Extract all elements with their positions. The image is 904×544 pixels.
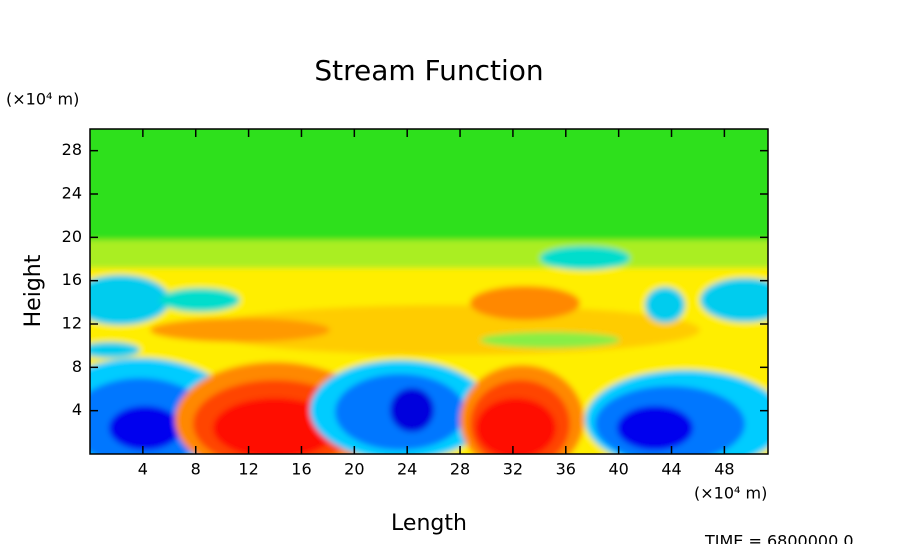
x-tick-label: 44 [661,460,681,479]
y-unit-label: (×10⁴ m) [6,90,79,109]
x-tick-label: 16 [291,460,311,479]
y-tick-label: 28 [62,140,82,159]
y-tick-label: 4 [72,400,82,419]
x-unit-label: (×10⁴ m) [694,484,767,503]
plot-frame [89,128,769,455]
x-tick-label: 28 [450,460,470,479]
x-tick-label: 12 [238,460,258,479]
x-tick-label: 36 [556,460,576,479]
x-tick-label: 4 [138,460,148,479]
x-tick-label: 8 [191,460,201,479]
chart-title: Stream Function [314,54,543,87]
annotation: TIME = 6800000.0 [704,532,854,544]
y-tick-label: 16 [62,270,82,289]
y-axis-label: Height [21,254,46,327]
y-tick-label: 24 [62,184,82,203]
x-axis-label: Length [391,511,467,536]
y-tick-label: 20 [62,227,82,246]
contour-field [90,129,768,454]
x-tick-label: 24 [397,460,417,479]
x-tick-label: 48 [714,460,734,479]
x-tick-label: 32 [503,460,523,479]
x-tick-label: 40 [608,460,628,479]
y-tick-label: 8 [72,357,82,376]
x-tick-label: 20 [344,460,364,479]
y-tick-label: 12 [62,314,82,333]
